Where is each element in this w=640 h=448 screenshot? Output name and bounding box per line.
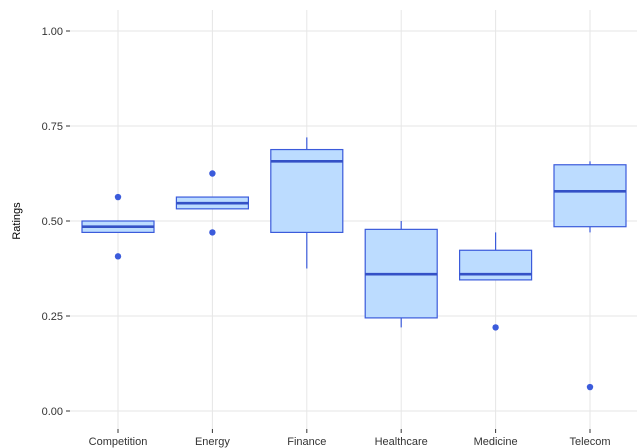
y-tick-label: 1.00 (42, 26, 63, 38)
box-body (270, 148, 344, 233)
box-competition (81, 193, 155, 260)
y-tick-label: 0.50 (42, 216, 63, 228)
x-tick-label: Competition (89, 436, 148, 448)
outlier-point (114, 253, 122, 260)
outlier-point (209, 229, 216, 236)
grid (70, 10, 637, 429)
outlier-point (209, 170, 216, 177)
box-finance (270, 137, 344, 269)
box-healthcare (364, 221, 438, 328)
x-tick-label: Medicine (474, 436, 518, 448)
x-tick-label: Energy (195, 436, 230, 448)
outlier-point (114, 193, 122, 201)
x-tick-label: Finance (287, 436, 326, 448)
x-tick-label: Healthcare (375, 436, 428, 448)
y-tick-label: 0.75 (42, 121, 63, 133)
outlier-point (586, 383, 594, 391)
box-body (553, 164, 627, 228)
y-tick-label: 0.25 (42, 311, 63, 323)
y-tick-label: 0.00 (42, 406, 63, 418)
x-tick-label: Telecom (570, 436, 611, 448)
outlier-point (492, 324, 499, 331)
box-energy (175, 170, 249, 236)
box-medicine (459, 232, 533, 331)
boxes (81, 137, 627, 391)
y-axis-title: Ratings (11, 202, 23, 240)
box-telecom (553, 161, 627, 391)
axes: 0.00 0.25 0.50 0.75 1.00 Competition Energy Fin… (42, 26, 611, 448)
